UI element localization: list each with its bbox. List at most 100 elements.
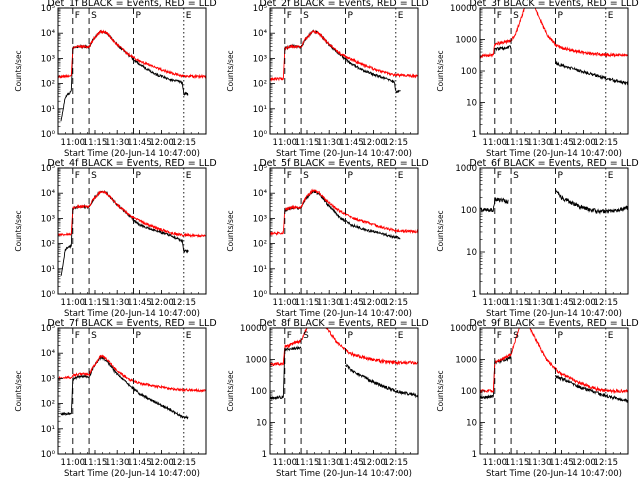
y-axis-label: Counts/sec (14, 50, 23, 91)
y-tick-label: 10³ (41, 374, 55, 384)
y-axis-label: Counts/sec (436, 210, 445, 251)
marker-label-f: F (75, 331, 80, 341)
y-tick-label: 10² (41, 80, 55, 90)
x-tick-label: 11:15 (505, 138, 530, 148)
x-tick-label: 12:00 (149, 298, 174, 308)
marker-label-e: E (608, 171, 614, 181)
detector-panel-2: F S P E 10⁰ 10¹ 10² 10³ 10⁴ 10⁵ 11:0011:1511:3011:… (226, 0, 429, 159)
x-axis-label: Start Time (20-Jun-14 10:47:00) (486, 149, 622, 159)
y-tick-label: 10² (41, 400, 55, 410)
marker-label-e: E (608, 331, 614, 341)
series-line-events (60, 30, 189, 122)
x-tick-label: 11:00 (483, 458, 508, 468)
marker-label-p: P (135, 331, 141, 341)
x-tick-label: 12:15 (594, 298, 619, 308)
y-tick-label: 1000 (455, 36, 477, 46)
series-line-events (284, 29, 401, 94)
plot-frame (479, 167, 629, 295)
x-axis-label: Start Time (20-Jun-14 10:47:00) (64, 469, 200, 479)
y-tick-label: 10² (253, 80, 267, 90)
x-axis-label: Start Time (20-Jun-14 10:47:00) (64, 309, 200, 319)
y-tick-label: 10 (466, 419, 477, 429)
x-tick-label: 11:45 (127, 298, 152, 308)
x-tick-label: 11:00 (483, 138, 508, 148)
y-tick-label: 10² (253, 240, 267, 250)
detector-panel-9: F S P E11010010001000011:0011:1511:3011:451… (436, 318, 639, 479)
marker-label-s: S (513, 171, 519, 181)
y-tick-label: 10⁰ (41, 450, 56, 460)
y-tick-label: 1000 (455, 164, 477, 174)
detector-panel-1: F S P E 10⁰ 10¹ 10² 10³ 10⁴ 10⁵ 11:0011:1511:3011:… (14, 0, 217, 159)
x-tick-label: 11:45 (339, 298, 364, 308)
marker-label-e: E (398, 331, 404, 341)
x-tick-label: 11:15 (83, 298, 108, 308)
x-tick-label: 12:15 (172, 138, 197, 148)
x-tick-label: 12:00 (571, 298, 596, 308)
y-tick-label: 10¹ (41, 425, 55, 435)
y-tick-label: 10⁰ (41, 290, 56, 300)
x-tick-label: 11:00 (61, 298, 86, 308)
y-tick-label: 10⁴ (41, 349, 56, 359)
panel-title: Det_1f BLACK = Events, RED = LLD (47, 0, 216, 9)
x-tick-label: 11:45 (127, 138, 152, 148)
marker-label-f: F (497, 171, 502, 181)
y-tick-label: 10¹ (41, 105, 55, 115)
marker-label-e: E (398, 11, 404, 21)
marker-label-f: F (75, 11, 80, 21)
y-tick-label: 1 (472, 130, 477, 140)
panel-title: Det_2f BLACK = Events, RED = LLD (259, 0, 428, 9)
x-tick-label: 11:15 (505, 458, 530, 468)
y-axis-label: Counts/sec (14, 370, 23, 411)
marker-label-p: P (347, 11, 353, 21)
marker-label-e: E (186, 11, 192, 21)
x-tick-label: 11:15 (295, 138, 320, 148)
series-line-events (270, 345, 418, 401)
x-tick-label: 11:00 (273, 138, 298, 148)
x-tick-label: 11:30 (317, 298, 342, 308)
series-line-lld (270, 328, 418, 367)
y-tick-label: 10⁰ (253, 290, 268, 300)
x-axis-label: Start Time (20-Jun-14 10:47:00) (276, 309, 412, 319)
x-axis-label: Start Time (20-Jun-14 10:47:00) (486, 309, 622, 319)
x-tick-label: 12:00 (149, 138, 174, 148)
marker-label-s: S (303, 11, 309, 21)
marker-label-e: E (398, 171, 404, 181)
marker-label-f: F (287, 171, 292, 181)
y-tick-label: 10 (256, 419, 267, 429)
y-tick-label: 10⁵ (253, 4, 267, 14)
y-tick-label: 10⁵ (253, 164, 267, 174)
y-tick-label: 10¹ (41, 265, 55, 275)
x-tick-label: 11:00 (483, 298, 508, 308)
y-tick-label: 1 (472, 450, 477, 460)
y-tick-label: 10 (466, 248, 477, 258)
marker-label-s: S (91, 331, 97, 341)
series-line-lld (58, 190, 206, 239)
series-line-events (494, 45, 628, 86)
marker-label-p: P (347, 331, 353, 341)
x-tick-label: 12:15 (594, 138, 619, 148)
marker-label-p: P (347, 171, 353, 181)
x-tick-label: 12:00 (571, 138, 596, 148)
y-tick-label: 10² (41, 240, 55, 250)
marker-label-s: S (513, 11, 519, 21)
y-axis-label: Counts/sec (436, 50, 445, 91)
plot-frame (57, 7, 207, 135)
y-tick-label: 100 (461, 387, 477, 397)
x-tick-label: 11:30 (105, 298, 130, 308)
marker-label-p: P (557, 11, 563, 21)
series-line-lld (58, 29, 206, 79)
y-tick-label: 10³ (41, 214, 55, 224)
y-tick-label: 10⁴ (41, 189, 56, 199)
x-tick-label: 12:00 (571, 458, 596, 468)
marker-label-s: S (303, 331, 309, 341)
x-tick-label: 11:15 (295, 458, 320, 468)
marker-label-f: F (287, 331, 292, 341)
y-tick-label: 10¹ (253, 265, 267, 275)
x-tick-label: 11:00 (61, 458, 86, 468)
y-tick-label: 10³ (41, 54, 55, 64)
panel-title: Det_4f BLACK = Events, RED = LLD (47, 158, 216, 169)
marker-label-p: P (557, 171, 563, 181)
detector-panel-5: F S P E 10⁰ 10¹ 10² 10³ 10⁴ 10⁵ 11:0011:1511:3011:… (226, 158, 429, 319)
y-tick-label: 1000 (245, 356, 267, 366)
